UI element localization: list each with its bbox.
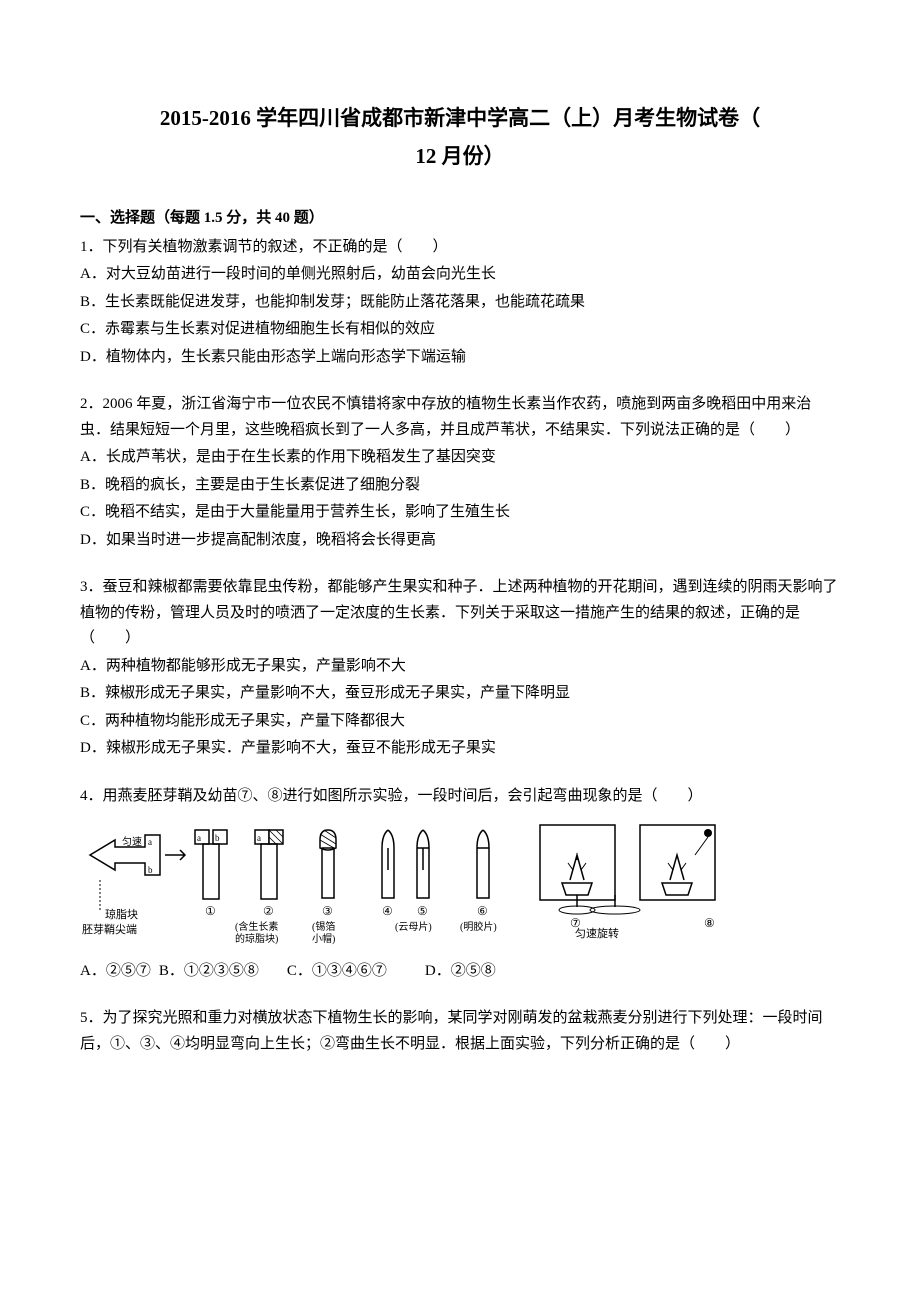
option-c: C．晚稻不结实，是由于大量能量用于营养生长，影响了生殖生长 [80,500,840,526]
svg-text:⑧: ⑧ [704,916,715,930]
svg-text:(云母片): (云母片) [395,920,432,933]
option-d: D．植物体内，生长素只能由形态学上端向形态学下端运输 [80,345,840,371]
svg-text:琼脂块: 琼脂块 [105,907,138,921]
inline-options: A．②⑤⑦ B．①②③⑤⑧ C．①③④⑥⑦ D．②⑤⑧ [80,959,840,985]
option-a: A．长成芦苇状，是由于在生长素的作用下晚稻发生了基因突变 [80,445,840,471]
option-a: A．对大豆幼苗进行一段时间的单侧光照射后，幼苗会向光生长 [80,262,840,288]
svg-text:②: ② [263,904,274,918]
question-number: 2 [80,396,88,412]
svg-text:⑥: ⑥ [477,904,488,918]
svg-text:a: a [148,837,152,847]
question-text: 2．2006 年夏，浙江省海宁市一位农民不慎错将家中存放的植物生长素当作农药，喷… [80,392,840,443]
option-b: B．晚稻的疯长，主要是由于生长素促进了细胞分裂 [80,473,840,499]
svg-text:(明胶片): (明胶片) [460,920,497,933]
option-b: B．①②③⑤⑧ [159,959,259,985]
svg-text:胚芽鞘尖端: 胚芽鞘尖端 [82,922,137,936]
svg-text:a: a [257,833,261,843]
question-text: 5．为了探究光照和重力对横放状态下植物生长的影响，某同学对刚萌发的盆栽燕麦分别进… [80,1006,840,1057]
svg-text:(锡箔: (锡箔 [312,920,335,933]
svg-text:b: b [215,833,220,843]
question-1: 1．下列有关植物激素调节的叙述，不正确的是（ ） A．对大豆幼苗进行一段时间的单… [80,235,840,371]
svg-text:匀速旋转: 匀速旋转 [575,926,619,940]
svg-text:④: ④ [382,904,393,918]
section-header: 一、选择题（每题 1.5 分，共 40 题） [80,206,840,227]
question-2: 2．2006 年夏，浙江省海宁市一位农民不慎错将家中存放的植物生长素当作农药，喷… [80,392,840,553]
option-d: D．②⑤⑧ [425,959,496,985]
question-text: 3．蚕豆和辣椒都需要依靠昆虫传粉，都能够产生果实和种子．上述两种植物的开花期间，… [80,575,840,652]
option-b: B．辣椒形成无子果实，产量影响不大，蚕豆形成无子果实，产量下降明显 [80,681,840,707]
option-d: D．辣椒形成无子果实．产量影响不大，蚕豆不能形成无子果实 [80,736,840,762]
svg-text:的琼脂块): 的琼脂块) [235,932,278,945]
question-number: 5 [80,1010,88,1026]
option-d: D．如果当时进一步提高配制浓度，晚稻将会长得更高 [80,528,840,554]
svg-text:③: ③ [322,904,333,918]
option-c: C．赤霉素与生长素对促进植物细胞生长有相似的效应 [80,317,840,343]
question-number: 3 [80,579,88,595]
question-text: 4．用燕麦胚芽鞘及幼苗⑦、⑧进行如图所示实验，一段时间后，会引起弯曲现象的是（ … [80,784,840,810]
experiment-diagram: 匀速 a b 琼脂块 胚芽鞘尖端 a b ① a ② (含生长素 [80,815,840,945]
question-number: 1 [80,239,88,255]
title-line-1: 2015-2016 学年四川省成都市新津中学高二（上）月考生物试卷（ [80,100,840,138]
question-4: 4．用燕麦胚芽鞘及幼苗⑦、⑧进行如图所示实验，一段时间后，会引起弯曲现象的是（ … [80,784,840,985]
svg-text:(含生长素: (含生长素 [235,920,278,933]
question-5: 5．为了探究光照和重力对横放状态下植物生长的影响，某同学对刚萌发的盆栽燕麦分别进… [80,1006,840,1057]
svg-text:⑤: ⑤ [417,904,428,918]
option-c: C．两种植物均能形成无子果实，产量下降都很大 [80,709,840,735]
exam-title: 2015-2016 学年四川省成都市新津中学高二（上）月考生物试卷（ 12 月份… [80,100,840,176]
option-b: B．生长素既能促进发芽，也能抑制发芽；既能防止落花落果，也能疏花疏果 [80,290,840,316]
option-a: A．两种植物都能够形成无子果实，产量影响不大 [80,654,840,680]
svg-text:①: ① [205,904,216,918]
svg-text:b: b [148,865,153,875]
title-line-2: 12 月份） [80,138,840,176]
question-text: 1．下列有关植物激素调节的叙述，不正确的是（ ） [80,235,840,261]
svg-text:a: a [197,833,201,843]
svg-text:小帽): 小帽) [312,932,335,945]
option-c: C．①③④⑥⑦ [287,959,387,985]
svg-text:匀速: 匀速 [122,836,142,848]
option-a: A．②⑤⑦ [80,959,151,985]
question-3: 3．蚕豆和辣椒都需要依靠昆虫传粉，都能够产生果实和种子．上述两种植物的开花期间，… [80,575,840,762]
question-number: 4 [80,788,88,804]
